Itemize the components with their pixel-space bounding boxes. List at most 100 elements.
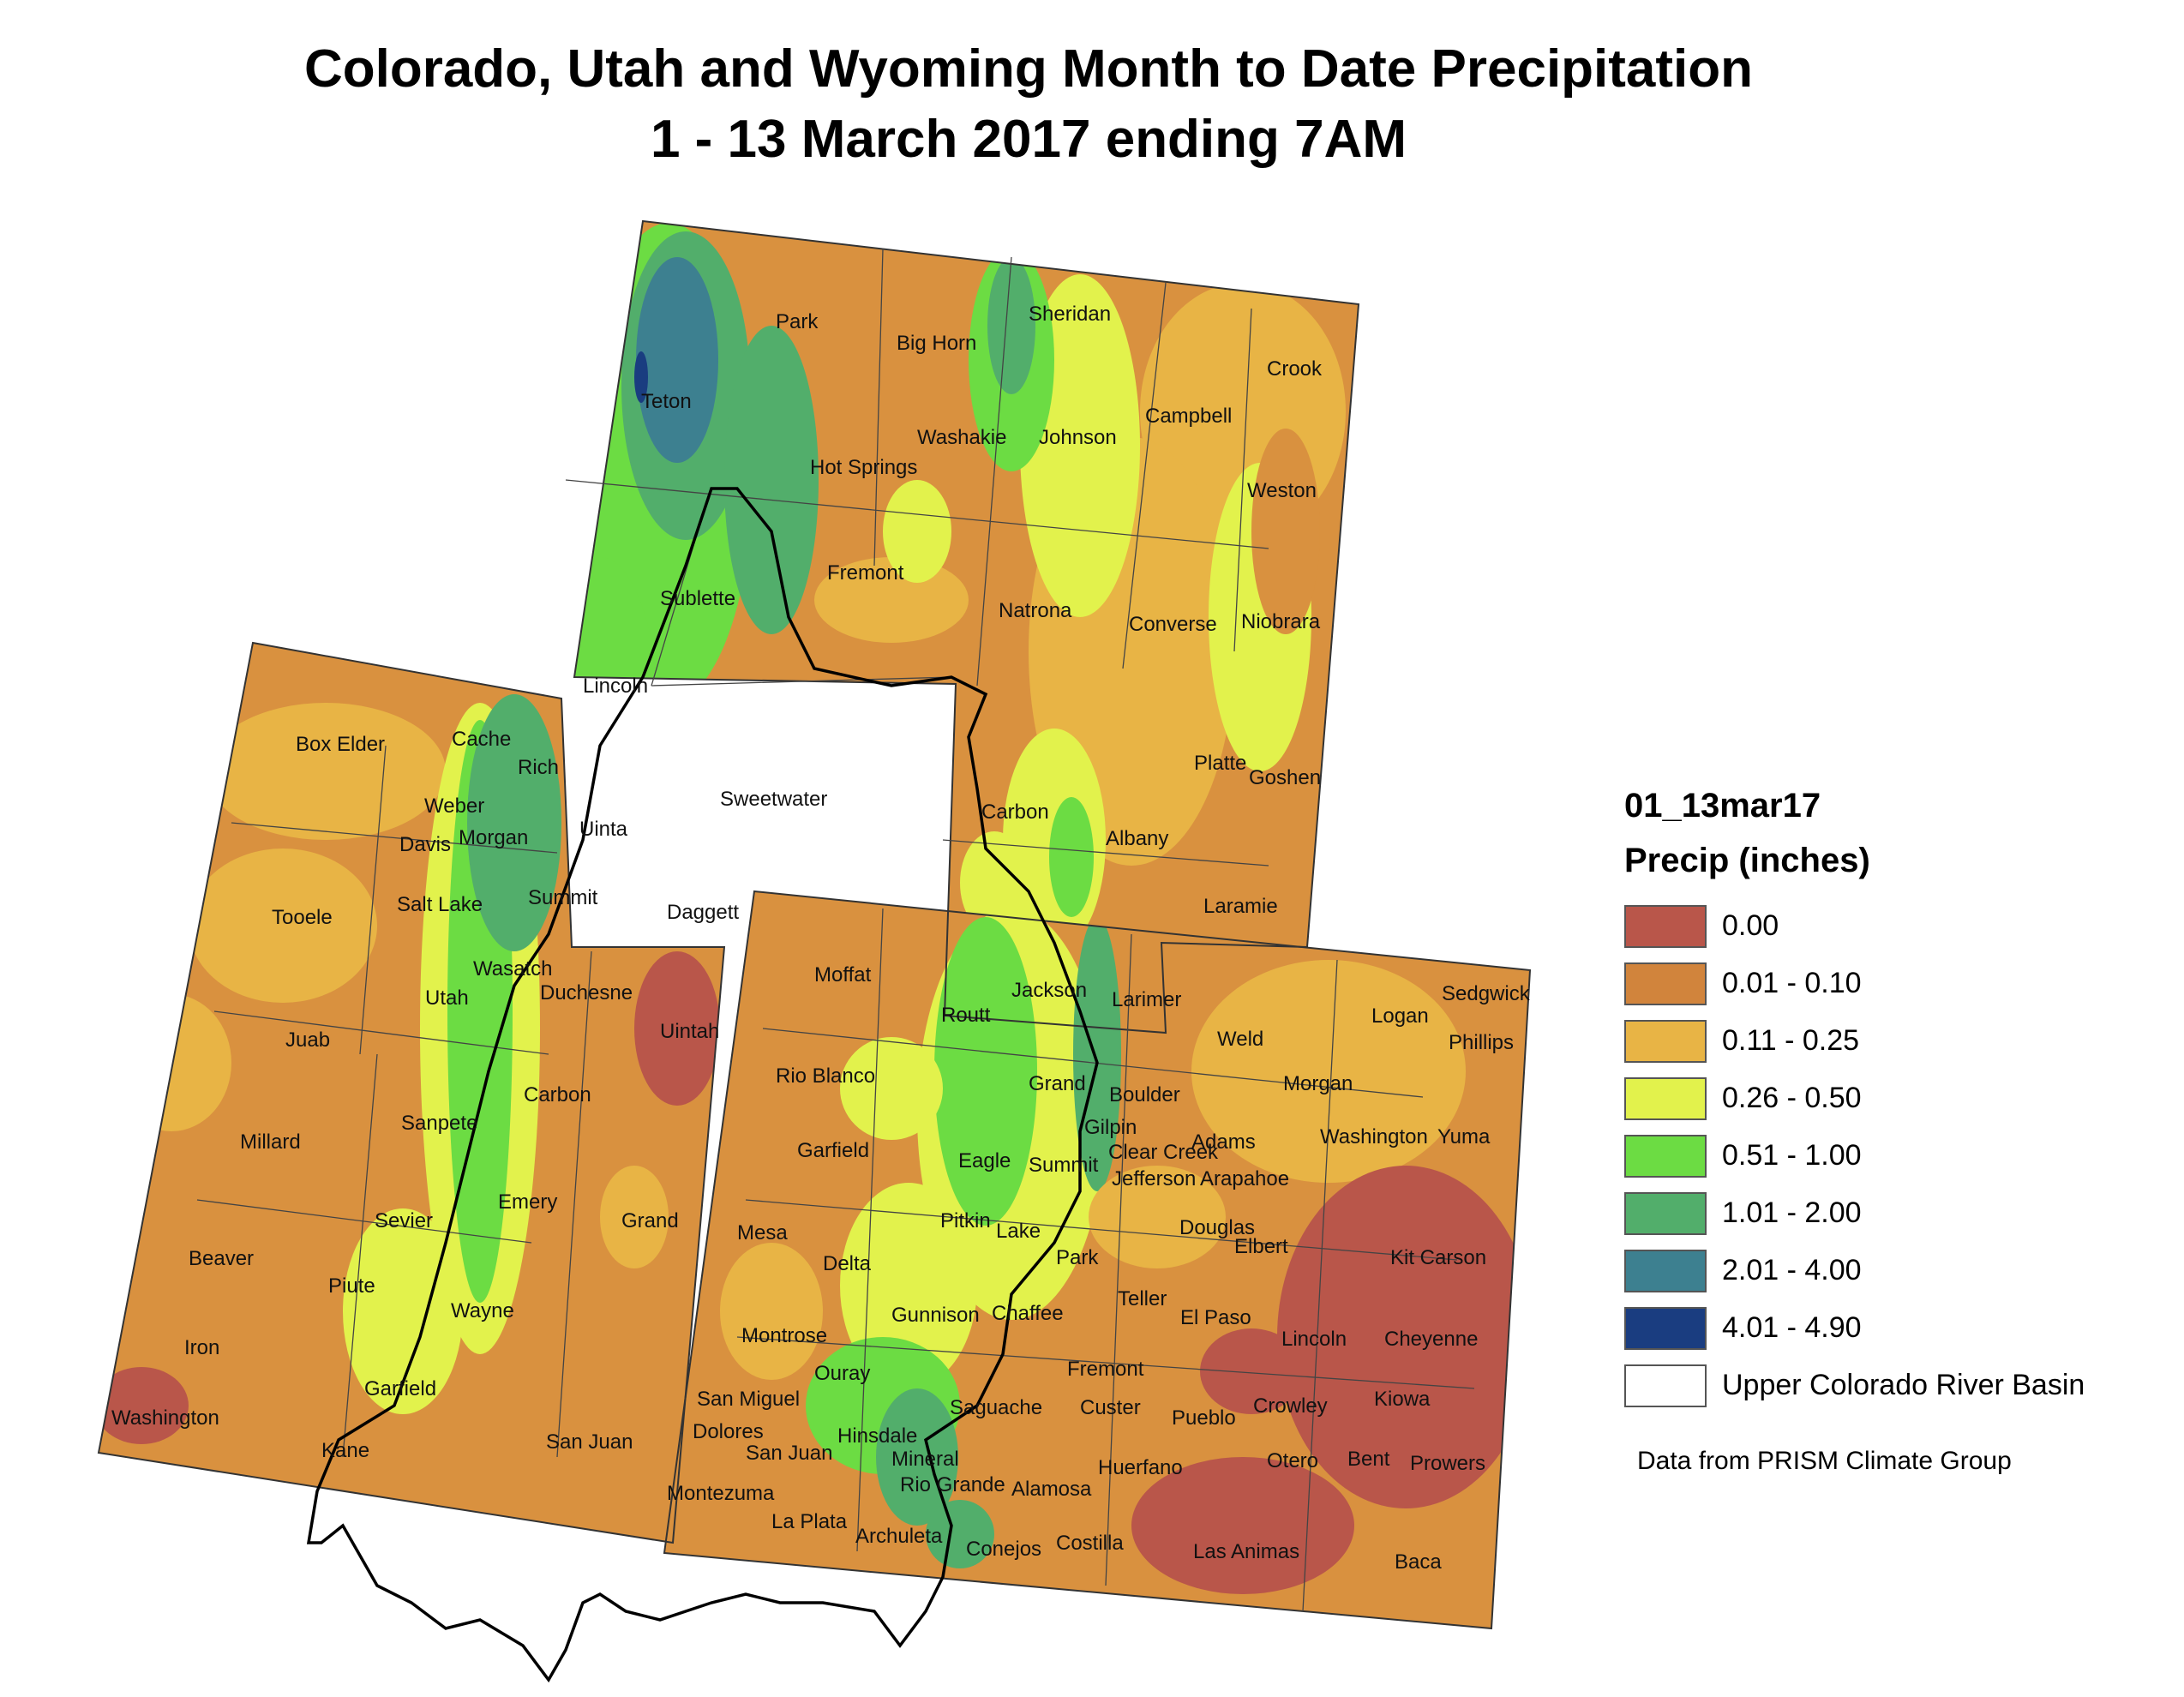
precip-patch: [99, 1367, 189, 1444]
county-label: Summit: [528, 886, 598, 909]
county-labels: Park Big Horn Sheridan Crook Teton Campb…: [111, 303, 1531, 1574]
legend-item: 0.01 - 0.10: [1624, 955, 2156, 1012]
county-label: Grand: [621, 1209, 679, 1232]
county-label: Washington: [1320, 1125, 1428, 1148]
legend-item: Upper Colorado River Basin: [1624, 1357, 2156, 1414]
county-label: Teller: [1118, 1287, 1167, 1310]
county-label: Baca: [1395, 1550, 1442, 1574]
legend-label: 0.26 - 0.50: [1722, 1082, 1862, 1114]
legend-swatch: [1624, 1134, 1707, 1178]
county-label: Bent: [1347, 1448, 1390, 1471]
precip-patch: [343, 1208, 463, 1414]
county-label: Sevier: [375, 1209, 433, 1232]
precip-patch: [467, 694, 561, 951]
legend-item: 2.01 - 4.00: [1624, 1242, 2156, 1299]
precip-patch: [1049, 797, 1094, 917]
legend-label: 0.11 - 0.25: [1722, 1024, 1860, 1057]
county-label: Goshen: [1249, 766, 1321, 789]
county-label: Niobrara: [1241, 610, 1321, 633]
county-label: Morgan: [1283, 1072, 1353, 1095]
county-label: Lincoln: [583, 675, 648, 698]
county-label: Cheyenne: [1384, 1328, 1478, 1351]
county-label: Custer: [1080, 1396, 1141, 1419]
county-label: Lake: [996, 1220, 1041, 1243]
precip-patch: [111, 994, 231, 1131]
county-label: Davis: [399, 833, 451, 856]
title-line-2: 1 - 13 March 2017 ending 7AM: [650, 110, 1407, 169]
county-label: Rio Blanco: [776, 1064, 875, 1088]
county-label: Uintah: [660, 1020, 719, 1043]
county-label: Fremont: [1067, 1358, 1144, 1381]
data-credit: Data from PRISM Climate Group: [1637, 1447, 2012, 1475]
legend-label: 0.51 - 1.00: [1722, 1139, 1862, 1172]
county-label: Kane: [321, 1439, 369, 1462]
precip-patch: [1131, 1457, 1354, 1594]
legend-swatch: [1624, 962, 1707, 1005]
county-label: Montrose: [741, 1324, 827, 1347]
legend-label: 1.01 - 2.00: [1722, 1196, 1862, 1229]
county-label: San Juan: [746, 1442, 832, 1465]
county-label: Sublette: [660, 587, 735, 610]
precip-patch: [206, 703, 446, 840]
county-label: Uinta: [579, 818, 628, 841]
precip-patch: [600, 1166, 669, 1268]
precip-patch: [934, 917, 1037, 1226]
county-label: Clear Creek: [1108, 1141, 1219, 1164]
legend-swatch: [1624, 904, 1707, 948]
county-label: Hinsdale: [837, 1424, 917, 1448]
precip-patch: [1277, 1166, 1530, 1508]
county-label: La Plata: [771, 1510, 848, 1533]
county-label: Box Elder: [296, 733, 385, 756]
county-label: Archuleta: [855, 1525, 943, 1548]
county-label: Saguache: [950, 1396, 1042, 1419]
county-label: Juab: [285, 1028, 330, 1052]
county-label: Eagle: [958, 1149, 1011, 1172]
legend-items: 0.00 0.01 - 0.10 0.11 - 0.25 0.26 - 0.50…: [1624, 897, 2156, 1414]
county-label: Delta: [823, 1252, 872, 1275]
county-label: Wasatch: [473, 957, 552, 980]
county-label: Summit: [1029, 1154, 1099, 1177]
legend-swatch: [1624, 1019, 1707, 1063]
state-outlines: [97, 219, 1532, 1630]
colorado-state: [664, 891, 1530, 1628]
legend-swatch: [1624, 1306, 1707, 1350]
county-label: Grand: [1029, 1072, 1086, 1095]
county-label: Rio Grande: [900, 1473, 1005, 1496]
legend-item: 1.01 - 2.00: [1624, 1184, 2156, 1242]
county-label: Emery: [498, 1190, 557, 1214]
title-line-1: Colorado, Utah and Wyoming Month to Date…: [303, 39, 1754, 99]
county-label: Carbon: [981, 801, 1049, 824]
county-label: Douglas: [1179, 1216, 1255, 1239]
county-label: Jackson: [1011, 979, 1087, 1002]
county-lines: [196, 248, 1475, 1612]
county-label: Phillips: [1449, 1031, 1514, 1054]
county-label: Pitkin: [940, 1209, 991, 1232]
legend-layer-name: 01_13mar17: [1624, 787, 1821, 825]
precip-patch: [724, 326, 819, 634]
legend-item: 0.51 - 1.00: [1624, 1127, 2156, 1184]
precip-patch: [1191, 960, 1466, 1183]
legend-swatch: [1624, 1364, 1707, 1407]
county-label: Converse: [1129, 613, 1217, 636]
county-label: Jefferson: [1112, 1167, 1196, 1190]
precip-patch: [840, 1037, 943, 1140]
county-label: Hot Springs: [810, 456, 917, 479]
county-label: Park: [1056, 1246, 1099, 1269]
county-label: Salt Lake: [397, 893, 483, 916]
county-label: Ouray: [814, 1362, 870, 1385]
county-label: Millard: [240, 1130, 301, 1154]
county-label: Mineral: [891, 1448, 959, 1471]
legend-swatch: [1624, 1249, 1707, 1292]
county-label: Kiowa: [1374, 1388, 1431, 1411]
county-label: Big Horn: [897, 332, 976, 355]
county-label: Sanpete: [401, 1112, 477, 1135]
county-label: Natrona: [999, 599, 1072, 622]
county-label: Elbert: [1234, 1235, 1288, 1258]
county-label: Yuma: [1437, 1125, 1491, 1148]
legend-label: Upper Colorado River Basin: [1722, 1369, 2085, 1401]
upper-colorado-river-basin-boundary: [306, 487, 1099, 1683]
precip-patch: [1089, 1166, 1226, 1268]
county-label: Teton: [641, 390, 692, 413]
county-label: Huerfano: [1098, 1456, 1183, 1479]
legend-swatch: [1624, 1191, 1707, 1235]
